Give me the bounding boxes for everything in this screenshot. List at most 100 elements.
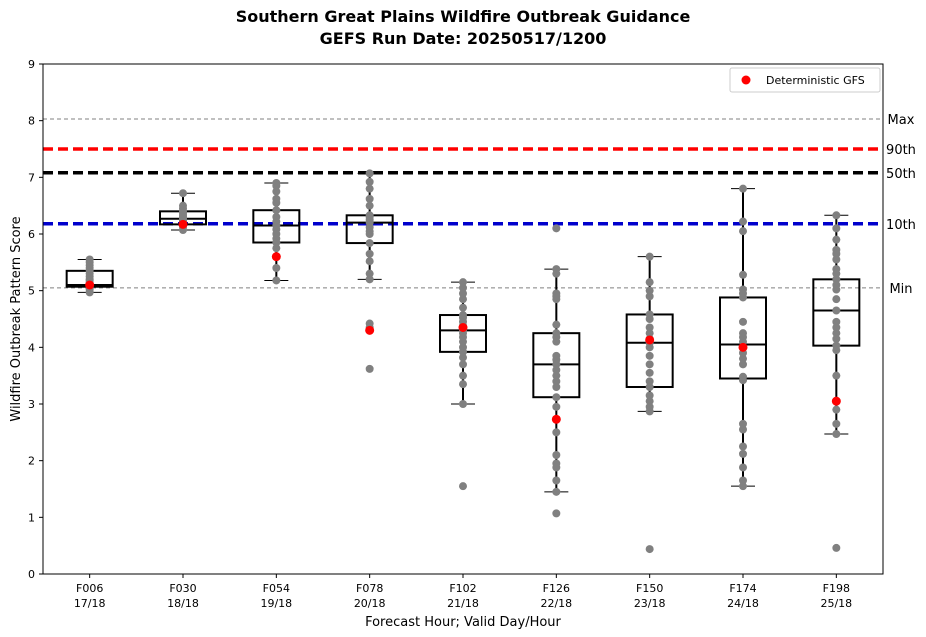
member-point (645, 391, 654, 400)
member-point (552, 476, 561, 485)
member-point (645, 377, 654, 386)
chart-subtitle: GEFS Run Date: 20250517/1200 (320, 29, 607, 48)
member-point (645, 286, 654, 295)
member-point (645, 545, 654, 554)
member-point (365, 177, 374, 186)
x-tick-label-hour: F054 (263, 582, 290, 595)
member-point (645, 351, 654, 360)
y-tick-label: 6 (28, 228, 35, 241)
member-point (739, 476, 747, 485)
member-point (739, 419, 747, 428)
member-point (552, 509, 561, 518)
member-point (552, 265, 561, 274)
member-point (365, 211, 374, 220)
member-point (645, 360, 654, 369)
x-tick-label-valid: 19/18 (260, 597, 292, 610)
x-tick-label-hour: F150 (636, 582, 663, 595)
y-tick-label: 8 (28, 115, 35, 128)
member-point (739, 217, 747, 226)
member-point (179, 201, 187, 210)
x-tick-label-hour: F030 (169, 582, 196, 595)
deterministic-point (271, 252, 281, 262)
x-tick-label-hour: F078 (356, 582, 383, 595)
x-tick-label-valid: 17/18 (74, 597, 106, 610)
member-point (832, 317, 841, 326)
member-point (365, 275, 374, 284)
member-point (459, 371, 467, 380)
member-point (832, 323, 841, 332)
member-point (552, 459, 561, 468)
x-axis: F006 17/18 F030 18/18 F054 19/18 F078 20/18 F102… (74, 574, 852, 610)
member-point (85, 255, 94, 264)
member-point (365, 239, 374, 248)
member-point (832, 235, 841, 244)
x-tick-label-hour: F198 (823, 582, 850, 595)
member-point (552, 393, 561, 402)
member-point (552, 366, 561, 374)
deterministic-point (831, 396, 841, 406)
deterministic-point (551, 414, 561, 424)
deterministic-point (178, 219, 188, 229)
y-tick-label: 2 (28, 455, 35, 468)
member-point (552, 383, 561, 391)
ref-label-90th: 90th (886, 143, 916, 158)
member-point (832, 341, 841, 350)
member-point (272, 194, 281, 203)
ref-label-10th: 10th (886, 218, 916, 233)
member-point (645, 323, 654, 332)
member-point (645, 397, 654, 406)
ensemble-members (85, 169, 841, 554)
member-point (832, 295, 841, 304)
member-point (832, 281, 841, 289)
member-point (645, 402, 654, 411)
member-point (645, 278, 654, 287)
member-point (459, 400, 467, 408)
member-point (739, 425, 747, 434)
member-point (832, 306, 841, 315)
member-point (832, 255, 841, 264)
deterministic-point (365, 325, 375, 335)
member-point (832, 329, 841, 338)
ref-label-min: Min (889, 282, 912, 297)
legend-deterministic-label: Deterministic GFS (766, 74, 865, 87)
member-point (272, 244, 281, 253)
member-point (365, 184, 374, 193)
member-point (832, 265, 841, 274)
member-point (552, 289, 561, 298)
member-point (179, 189, 187, 198)
member-point (739, 482, 747, 491)
y-tick-label: 4 (28, 341, 35, 354)
deterministic-point (738, 342, 748, 352)
legend-frame (729, 67, 881, 93)
x-tick-label-valid: 25/18 (820, 597, 852, 610)
member-point (459, 278, 467, 287)
member-point (739, 449, 747, 458)
member-point (832, 405, 841, 414)
member-point (832, 224, 841, 233)
member-point (365, 319, 374, 328)
member-point (459, 283, 467, 292)
member-point (552, 224, 561, 233)
member-point (739, 285, 747, 294)
member-point (832, 211, 841, 220)
member-point (459, 360, 467, 369)
y-tick-label: 3 (28, 398, 35, 411)
member-point (272, 206, 281, 215)
member-point (739, 360, 747, 369)
member-point (739, 354, 747, 363)
member-point (459, 482, 467, 491)
x-tick-label-hour: F102 (449, 582, 476, 595)
member-point (272, 179, 281, 187)
member-point (832, 334, 841, 343)
chart-title: Southern Great Plains Wildfire Outbreak … (236, 7, 691, 26)
x-tick-label-valid: 20/18 (354, 597, 386, 610)
member-point (645, 252, 654, 261)
reference-lines (43, 118, 883, 289)
deterministic-point (645, 335, 655, 345)
deterministic-point (85, 280, 95, 290)
x-tick-label-valid: 23/18 (634, 597, 666, 610)
member-point (365, 194, 374, 203)
member-point (552, 451, 561, 459)
member-point (552, 402, 561, 411)
